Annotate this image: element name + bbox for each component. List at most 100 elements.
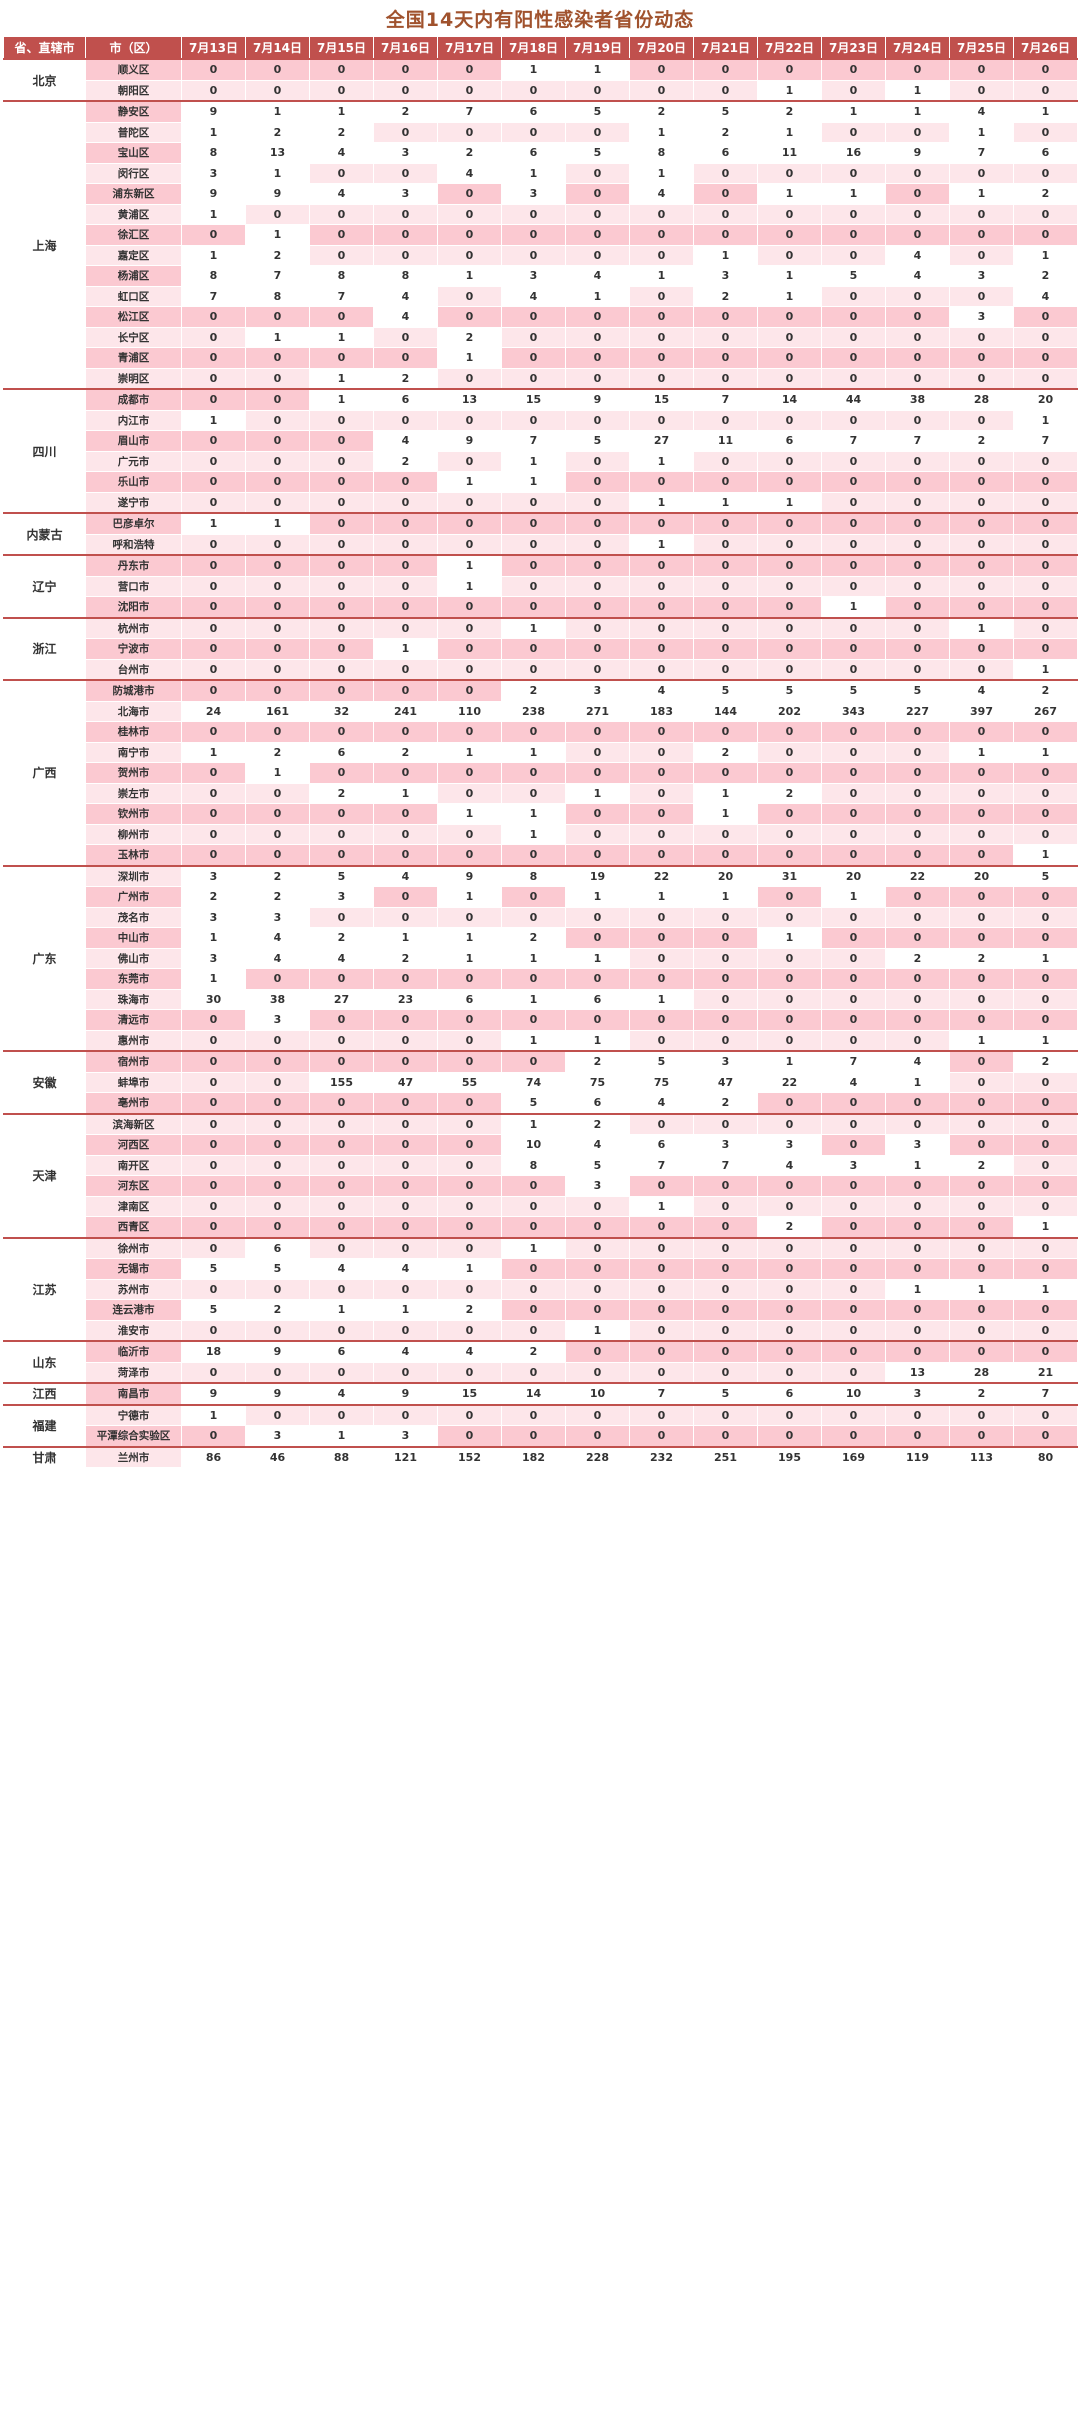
value-cell: 0 (821, 906, 886, 928)
value-cell: 0 (309, 430, 374, 452)
value-cell: 0 (501, 491, 566, 514)
value-cell: 2 (245, 244, 310, 266)
value-cell: 6 (501, 100, 566, 123)
value-cell: 0 (181, 1154, 246, 1176)
value-cell: 0 (373, 512, 438, 535)
value-cell: 5 (693, 100, 758, 123)
value-cell: 0 (693, 1112, 758, 1135)
value-cell: 0 (565, 658, 630, 681)
value-cell: 0 (757, 1278, 822, 1300)
value-cell: 0 (821, 79, 886, 102)
value-cell: 0 (245, 968, 310, 990)
value-cell: 0 (309, 1154, 374, 1176)
value-cell: 4 (629, 1092, 694, 1114)
table-row: 眉山市 0 0 0 4 9 7 5 27 11 6 7 7 2 7 (4, 430, 1078, 452)
table-row: 桂林市 0 0 0 0 0 0 0 0 0 0 0 0 0 0 (4, 721, 1078, 743)
value-cell: 1 (245, 100, 310, 123)
value-cell: 0 (821, 491, 886, 514)
value-cell: 13 (885, 1361, 950, 1384)
value-cell: 3 (245, 1425, 310, 1447)
value-cell: 0 (949, 58, 1014, 81)
value-cell: 0 (245, 554, 310, 577)
value-cell: 0 (693, 58, 758, 81)
value-cell: 0 (437, 367, 502, 390)
province-cell: 四川 (3, 388, 86, 514)
value-cell: 0 (629, 721, 694, 743)
value-cell: 1 (181, 927, 246, 949)
value-cell: 0 (245, 658, 310, 681)
value-cell: 0 (373, 121, 438, 143)
value-cell: 2 (1013, 1050, 1078, 1073)
value-cell: 13 (245, 142, 310, 164)
value-cell: 0 (1013, 616, 1078, 639)
value-cell: 0 (949, 244, 1014, 266)
table-row: 北海市 24 161 32 241 110 238 271 183 144 202 343 227 397… (4, 700, 1078, 722)
value-cell: 0 (821, 658, 886, 681)
value-cell: 0 (373, 554, 438, 577)
value-cell: 1 (373, 927, 438, 949)
value-cell: 0 (629, 741, 694, 763)
value-cell: 0 (757, 762, 822, 784)
value-cell: 0 (565, 183, 630, 205)
value-cell: 0 (821, 533, 886, 556)
value-cell: 30 (181, 988, 246, 1010)
value-cell: 1 (501, 823, 566, 845)
value-cell: 0 (501, 1195, 566, 1217)
table-row: 乐山市 0 0 0 0 1 1 0 0 0 0 0 0 0 0 (4, 471, 1078, 493)
value-cell: 0 (821, 616, 886, 639)
value-cell: 2 (437, 142, 502, 164)
value-cell: 0 (309, 968, 374, 990)
value-cell: 2 (1013, 265, 1078, 287)
city-cell: 东莞市 (85, 968, 182, 990)
value-cell: 0 (373, 1050, 438, 1073)
value-cell: 0 (693, 512, 758, 535)
value-cell: 4 (373, 430, 438, 452)
value-cell: 0 (693, 616, 758, 639)
value-cell: 23 (373, 988, 438, 1010)
value-cell: 1 (181, 1403, 246, 1426)
value-cell: 0 (181, 58, 246, 81)
value-cell: 9 (245, 1382, 310, 1405)
value-cell: 0 (501, 596, 566, 618)
value-cell: 4 (373, 864, 438, 887)
value-cell: 0 (821, 1361, 886, 1384)
city-cell: 眉山市 (85, 430, 182, 452)
value-cell: 0 (501, 782, 566, 804)
value-cell: 1 (245, 326, 310, 348)
value-cell: 0 (885, 1403, 950, 1426)
value-cell: 3 (309, 886, 374, 908)
city-cell: 北海市 (85, 700, 182, 722)
value-cell: 0 (1013, 58, 1078, 81)
value-cell: 0 (949, 491, 1014, 514)
value-cell: 0 (437, 762, 502, 784)
value-cell: 7 (309, 285, 374, 307)
city-cell: 宁德市 (85, 1403, 182, 1426)
value-cell: 195 (757, 1445, 822, 1468)
value-cell: 1 (693, 782, 758, 804)
value-cell: 0 (885, 886, 950, 908)
value-cell: 1 (501, 471, 566, 493)
value-cell: 1 (1013, 741, 1078, 763)
value-cell: 0 (629, 1216, 694, 1238)
table-row: 贺州市 0 1 0 0 0 0 0 0 0 0 0 0 0 0 (4, 762, 1078, 784)
value-cell: 14 (757, 388, 822, 411)
value-cell: 0 (373, 1092, 438, 1114)
value-cell: 0 (437, 782, 502, 804)
value-cell: 1 (309, 100, 374, 123)
value-cell: 0 (181, 782, 246, 804)
value-cell: 4 (821, 1071, 886, 1093)
value-cell: 0 (629, 1236, 694, 1259)
value-cell: 0 (757, 1340, 822, 1363)
value-cell: 0 (821, 471, 886, 493)
value-cell: 0 (757, 367, 822, 390)
value-cell: 0 (757, 306, 822, 328)
value-cell: 0 (693, 79, 758, 102)
value-cell: 0 (885, 1425, 950, 1447)
value-cell: 0 (309, 1009, 374, 1031)
value-cell: 0 (821, 224, 886, 246)
value-cell: 0 (565, 721, 630, 743)
value-cell: 161 (245, 700, 310, 722)
value-cell: 0 (309, 1236, 374, 1259)
value-cell: 0 (565, 906, 630, 928)
value-cell: 0 (757, 1403, 822, 1426)
